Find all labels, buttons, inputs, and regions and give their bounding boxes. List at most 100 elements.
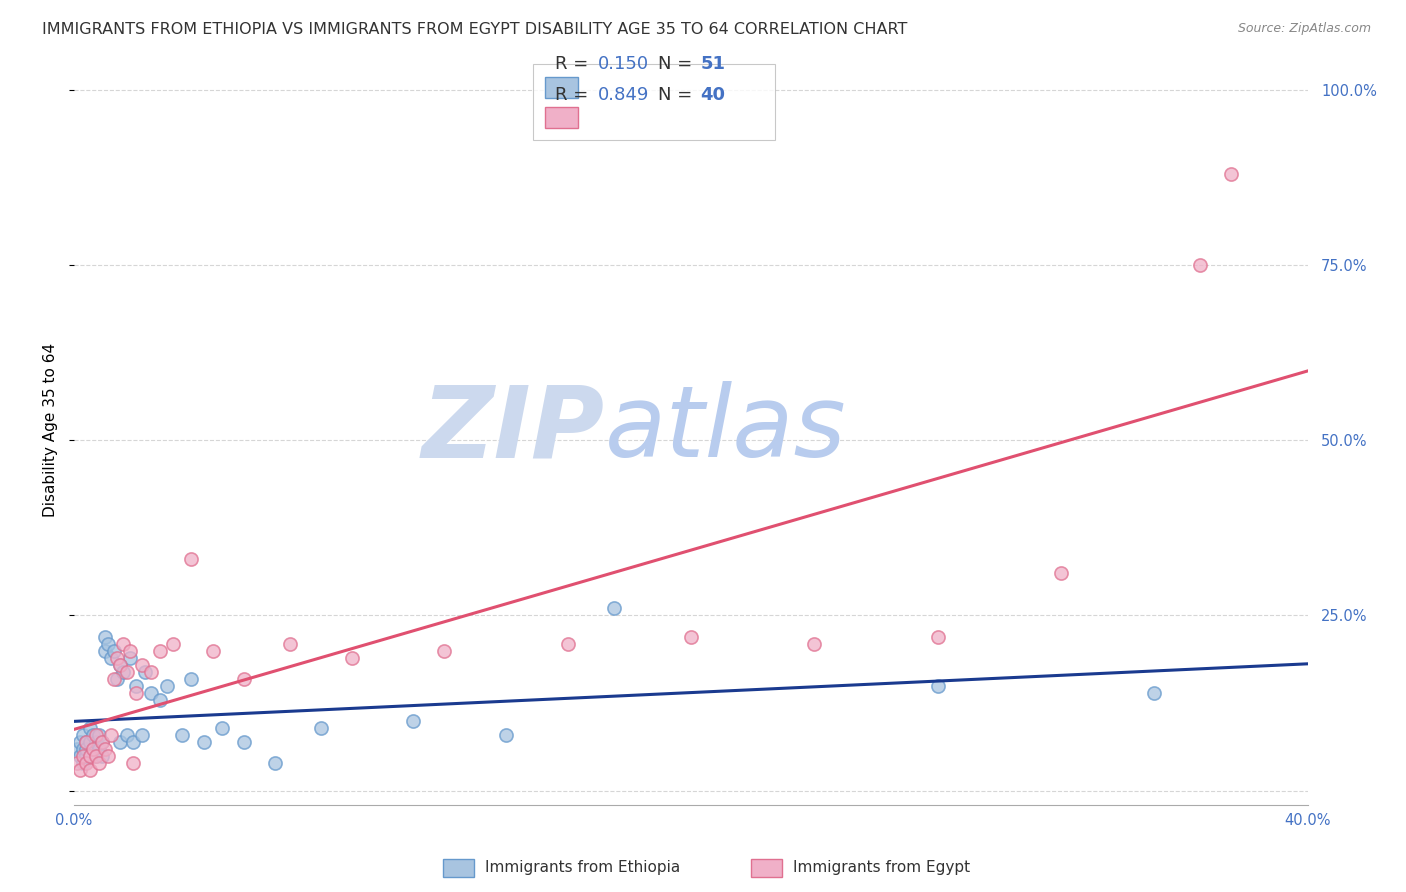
Point	[1188, 258, 1211, 272]
Y-axis label: Disability Age 35 to 64: Disability Age 35 to 64	[44, 343, 58, 517]
Point	[803, 636, 825, 650]
Point	[90, 734, 112, 748]
Point	[79, 721, 101, 735]
Text: 0.849: 0.849	[598, 87, 650, 104]
Text: R =: R =	[555, 55, 595, 73]
Point	[69, 748, 91, 763]
Point	[495, 728, 517, 742]
Point	[75, 741, 97, 756]
Point	[75, 734, 97, 748]
Point	[1143, 685, 1166, 699]
Point	[66, 756, 89, 770]
Point	[82, 741, 104, 756]
Point	[87, 741, 110, 756]
Point	[170, 728, 193, 742]
Text: Immigrants from Egypt: Immigrants from Egypt	[793, 861, 970, 875]
Point	[340, 650, 363, 665]
Text: ZIP: ZIP	[422, 382, 605, 478]
Point	[84, 734, 107, 748]
Point	[100, 728, 122, 742]
Point	[134, 665, 156, 679]
Text: N =: N =	[658, 87, 697, 104]
Point	[110, 734, 132, 748]
Point	[103, 672, 125, 686]
Point	[79, 748, 101, 763]
Point	[433, 643, 456, 657]
Point	[97, 636, 120, 650]
Point	[125, 685, 148, 699]
Point	[69, 734, 91, 748]
Text: 0.150: 0.150	[598, 55, 648, 73]
Point	[180, 552, 202, 566]
Point	[162, 636, 184, 650]
Point	[82, 728, 104, 742]
Point	[94, 643, 117, 657]
Point	[84, 728, 107, 742]
Point	[141, 665, 163, 679]
Point	[69, 763, 91, 777]
Point	[118, 643, 141, 657]
Point	[90, 748, 112, 763]
Point	[263, 756, 285, 770]
Point	[72, 741, 94, 756]
Text: Source: ZipAtlas.com: Source: ZipAtlas.com	[1237, 22, 1371, 36]
Point	[557, 636, 579, 650]
Point	[402, 714, 425, 728]
Point	[103, 643, 125, 657]
Point	[79, 734, 101, 748]
Point	[66, 741, 89, 756]
Point	[149, 692, 172, 706]
Point	[94, 741, 117, 756]
Text: atlas: atlas	[605, 382, 846, 478]
Text: R =: R =	[555, 87, 595, 104]
Point	[193, 734, 215, 748]
Text: IMMIGRANTS FROM ETHIOPIA VS IMMIGRANTS FROM EGYPT DISABILITY AGE 35 TO 64 CORREL: IMMIGRANTS FROM ETHIOPIA VS IMMIGRANTS F…	[42, 22, 907, 37]
Point	[278, 636, 301, 650]
Point	[100, 650, 122, 665]
Point	[72, 756, 94, 770]
Point	[72, 728, 94, 742]
Point	[121, 734, 143, 748]
Point	[75, 748, 97, 763]
Point	[131, 657, 153, 672]
Point	[603, 601, 626, 615]
Point	[112, 665, 135, 679]
Point	[1219, 167, 1241, 181]
Point	[927, 630, 949, 644]
Point	[201, 643, 224, 657]
Point	[679, 630, 702, 644]
Point	[125, 679, 148, 693]
Point	[115, 665, 138, 679]
Point	[232, 734, 254, 748]
Point	[75, 756, 97, 770]
Point	[232, 672, 254, 686]
Point	[84, 748, 107, 763]
Point	[87, 728, 110, 742]
Point	[82, 741, 104, 756]
Point	[180, 672, 202, 686]
Point	[79, 748, 101, 763]
Point	[211, 721, 233, 735]
Point	[149, 643, 172, 657]
Point	[72, 748, 94, 763]
Point	[94, 630, 117, 644]
Point	[118, 650, 141, 665]
Point	[156, 679, 179, 693]
Point	[84, 748, 107, 763]
Point	[105, 672, 128, 686]
Point	[90, 734, 112, 748]
Point	[121, 756, 143, 770]
Point	[927, 679, 949, 693]
Point	[115, 728, 138, 742]
Point	[110, 657, 132, 672]
Point	[112, 636, 135, 650]
Point	[75, 734, 97, 748]
Text: 51: 51	[700, 55, 725, 73]
Point	[1050, 566, 1073, 581]
Legend: R = 0.150   N = 51, R = 0.849   N = 40: R = 0.150 N = 51, R = 0.849 N = 40	[533, 64, 775, 140]
Point	[105, 650, 128, 665]
Point	[131, 728, 153, 742]
Point	[309, 721, 332, 735]
Point	[141, 685, 163, 699]
Point	[97, 748, 120, 763]
